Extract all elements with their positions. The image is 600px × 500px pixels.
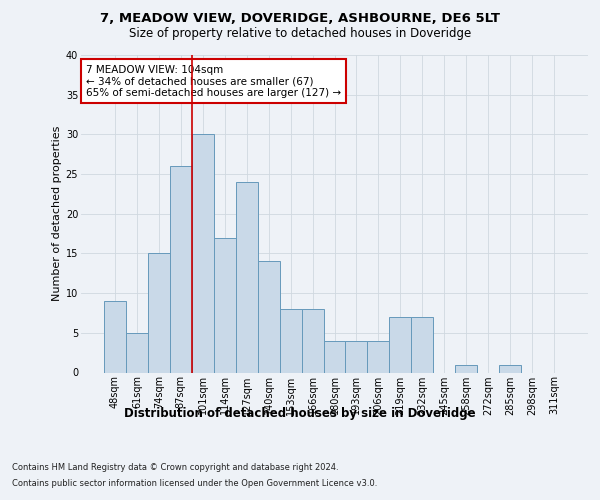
Bar [104,301,126,372]
Bar [257,262,280,372]
Bar [192,134,214,372]
Text: 7 MEADOW VIEW: 104sqm
← 34% of detached houses are smaller (67)
65% of semi-deta: 7 MEADOW VIEW: 104sqm ← 34% of detached … [86,64,341,98]
Bar [214,238,236,372]
Bar [499,364,521,372]
Text: Contains public sector information licensed under the Open Government Licence v3: Contains public sector information licen… [12,479,377,488]
Bar [455,364,477,372]
Bar [236,182,257,372]
Text: Size of property relative to detached houses in Doveridge: Size of property relative to detached ho… [129,28,471,40]
Bar [170,166,192,372]
Bar [148,254,170,372]
Bar [346,341,367,372]
Bar [280,309,302,372]
Text: 7, MEADOW VIEW, DOVERIDGE, ASHBOURNE, DE6 5LT: 7, MEADOW VIEW, DOVERIDGE, ASHBOURNE, DE… [100,12,500,26]
Bar [323,341,346,372]
Y-axis label: Number of detached properties: Number of detached properties [52,126,62,302]
Bar [302,309,323,372]
Bar [126,333,148,372]
Bar [412,317,433,372]
Text: Distribution of detached houses by size in Doveridge: Distribution of detached houses by size … [124,408,476,420]
Bar [367,341,389,372]
Bar [389,317,412,372]
Text: Contains HM Land Registry data © Crown copyright and database right 2024.: Contains HM Land Registry data © Crown c… [12,462,338,471]
